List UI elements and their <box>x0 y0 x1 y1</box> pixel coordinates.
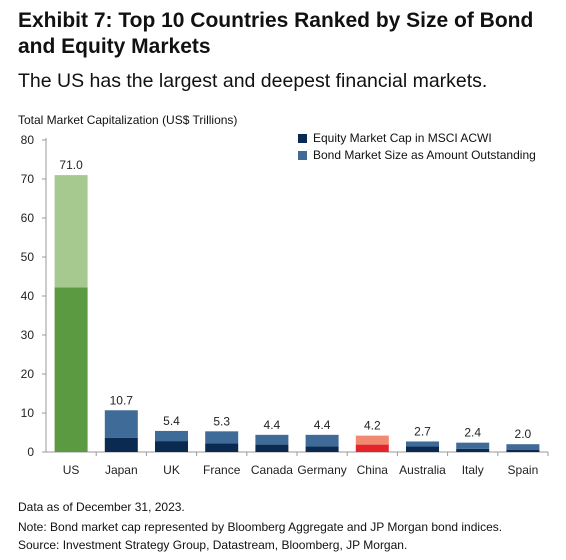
x-tick-label: China <box>357 463 389 477</box>
bar-equity-australia <box>406 446 439 452</box>
bar-bond-china <box>355 435 389 445</box>
data-label-total: 4.4 <box>264 418 281 432</box>
data-label-total: 10.7 <box>110 393 134 407</box>
y-tick-label: 50 <box>21 250 35 264</box>
bar-bond-italy <box>456 442 490 449</box>
x-tick-label: Germany <box>297 463 346 477</box>
data-label-total: 2.4 <box>464 426 481 440</box>
legend-swatch-equity <box>298 134 307 143</box>
x-tick-label: Italy <box>462 463 484 477</box>
y-tick-label: 60 <box>21 211 35 225</box>
x-tick-label: US <box>63 463 80 477</box>
legend-swatch-bond <box>298 151 307 160</box>
footnote-date: Data as of December 31, 2023. <box>18 500 185 514</box>
bar-bond-japan <box>104 410 138 438</box>
data-label-total: 5.3 <box>213 414 230 428</box>
bar-bond-uk <box>155 430 188 442</box>
bar-equity-canada <box>255 444 289 452</box>
data-label-total: 2.0 <box>515 427 532 441</box>
legend-label-equity: Equity Market Cap in MSCI ACWI <box>313 131 492 145</box>
bar-bond-canada <box>255 434 289 445</box>
data-label-total: 2.7 <box>414 424 431 438</box>
data-label-total: 4.4 <box>314 418 331 432</box>
legend-label-bond: Bond Market Size as Amount Outstanding <box>313 148 536 162</box>
bar-equity-us <box>54 287 88 452</box>
bar-equity-italy <box>456 448 490 452</box>
bar-equity-france <box>205 443 239 452</box>
y-tick-label: 70 <box>21 172 35 186</box>
data-label-total: 5.4 <box>163 414 180 428</box>
x-tick-label: Japan <box>105 463 138 477</box>
bar-bond-germany <box>305 434 339 447</box>
y-axis-label: Total Market Capitalization (US$ Trillio… <box>18 113 238 127</box>
footnote-source: Source: Investment Strategy Group, Datas… <box>18 538 408 552</box>
legend: Equity Market Cap in MSCI ACWI Bond Mark… <box>298 130 536 164</box>
y-tick-label: 30 <box>21 328 35 342</box>
bar-bond-australia <box>406 441 439 447</box>
footnote-note: Note: Bond market cap represented by Blo… <box>18 520 503 534</box>
x-tick-label: Canada <box>251 463 293 477</box>
legend-item-equity: Equity Market Cap in MSCI ACWI <box>298 130 536 147</box>
bar-equity-china <box>355 444 389 452</box>
y-tick-label: 0 <box>27 445 34 459</box>
data-label-total: 71.0 <box>59 158 83 172</box>
x-tick-label: UK <box>163 463 180 477</box>
x-tick-label: Spain <box>508 463 539 477</box>
chart-subtitle: The US has the largest and deepest finan… <box>18 70 488 92</box>
x-tick-label: Australia <box>399 463 446 477</box>
legend-item-bond: Bond Market Size as Amount Outstanding <box>298 147 536 164</box>
y-tick-label: 40 <box>21 289 35 303</box>
y-tick-label: 20 <box>21 367 35 381</box>
bar-bond-us <box>54 175 88 288</box>
data-label-total: 4.2 <box>364 419 381 433</box>
bar-equity-japan <box>104 437 138 452</box>
chart-title: Exhibit 7: Top 10 Countries Ranked by Si… <box>18 9 534 58</box>
bar-bond-spain <box>506 444 540 450</box>
y-tick-label: 80 <box>21 133 35 147</box>
bar-equity-uk <box>155 441 188 452</box>
bar-equity-spain <box>506 449 540 452</box>
y-tick-label: 10 <box>21 406 35 420</box>
x-tick-label: France <box>203 463 241 477</box>
bar-equity-germany <box>305 446 339 452</box>
bar-bond-france <box>205 431 239 444</box>
